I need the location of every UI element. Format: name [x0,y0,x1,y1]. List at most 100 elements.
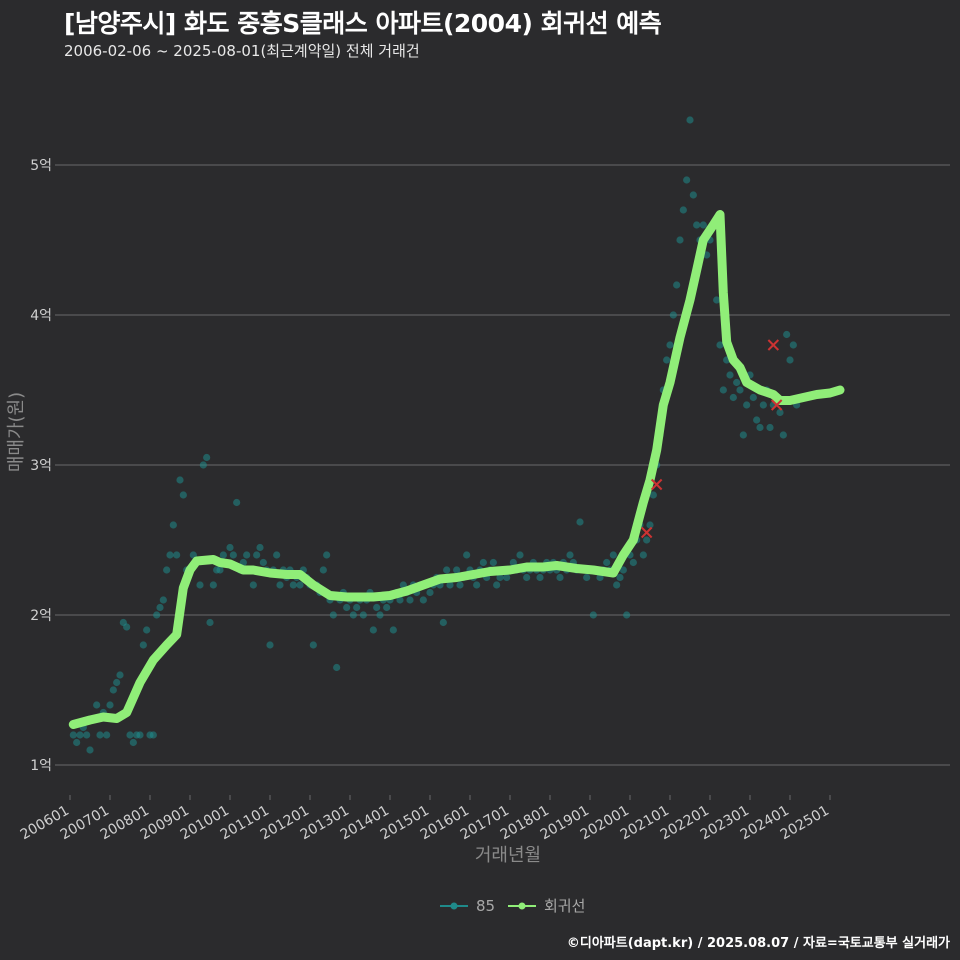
y-tick-label: 2억 [30,608,52,624]
scatter-point [673,281,681,289]
scatter-point [139,641,147,649]
scatter-point [426,588,434,597]
scatter-point [683,176,691,184]
scatter-point [296,581,304,589]
scatter-point [489,558,497,567]
scatter-point [226,543,234,552]
scatter-point [106,701,114,709]
y-tick-label: 1억 [30,758,52,774]
scatter-point [123,623,131,631]
x-tick-labels: 2006012007012008012009012010012011012012… [18,795,832,843]
scatter-point [713,296,721,304]
scatter-point [309,641,317,649]
scatter-point [536,573,544,582]
scatter-point [679,206,687,214]
scatter-point [203,453,211,462]
scatter-point [319,566,327,574]
scatter-point [783,330,791,339]
scatter-point [179,491,187,499]
scatter-point [639,551,647,559]
scatter-point [206,618,214,627]
scatter-point [136,731,144,739]
scatter-point [463,551,471,559]
scatter-point [719,386,727,394]
scatter-point [779,431,787,439]
scatter-point [343,603,351,612]
scatter-point [556,573,564,582]
scatter-point [113,678,121,687]
scatter-point [406,596,414,604]
y-tick-label: 3억 [30,458,52,474]
scatter-point [739,431,747,439]
regression-line-group [68,210,845,729]
scatter-point [726,371,734,379]
scatter-point [766,423,774,432]
scatter-point [169,521,177,529]
scatter-point [666,341,674,349]
scatter-point [176,476,184,484]
scatter-point [576,518,584,526]
scatter-point [789,341,797,349]
scatter-point [196,581,204,589]
legend-swatch-regression-dot [518,902,526,910]
scatter-point [369,626,377,634]
scatter-point [583,573,591,582]
scatter-point [219,551,227,559]
scatter-point [253,551,261,559]
scatter-point [439,618,447,627]
scatter-point [733,378,741,387]
scatter-point [153,611,161,619]
scatter-point [349,611,357,619]
source-caption: ©디아파트(dapt.kr) / 2025.08.07 / 자료=국토교통부 실… [566,936,950,951]
scatter-point [389,626,397,634]
scatter-point [493,581,501,589]
x-axis-title: 거래년월 [475,845,541,866]
scatter-point [446,581,454,589]
scatter-point [289,581,297,589]
scatter-point [256,543,264,552]
scatter-point [69,731,77,739]
scatter-point [323,551,331,559]
scatter-point [643,536,651,544]
scatter-point [93,701,101,709]
scatter-point [383,603,391,612]
scatter-point [729,393,737,402]
scatter-point [669,311,677,319]
scatter-point [786,356,794,364]
scatter-point [143,626,151,634]
scatter-point [646,521,654,529]
legend-label-85: 85 [476,897,495,915]
cancelled-marker [650,478,663,491]
scatter-point [376,611,384,619]
scatter-point [743,401,751,409]
scatter-point [233,498,241,507]
legend: 85 회귀선 [440,897,585,915]
cancelled-marker [770,399,783,411]
regression-line [68,210,845,729]
scatter-point [329,611,337,619]
scatter-point [523,573,531,582]
scatter-point [516,551,524,559]
scatter-point [373,603,381,612]
scatter-point [509,558,517,567]
scatter-point [166,551,174,559]
scatter-point [229,551,237,559]
scatter-point [623,611,631,619]
scatter-point [76,731,84,739]
scatter-point [689,191,697,199]
legend-swatch-85-dot [450,902,458,910]
scatter-point [753,416,761,424]
scatter-point [749,393,757,402]
scatter-point [419,596,427,604]
grid-lines [55,164,950,766]
scatter-point [83,731,91,739]
scatter-point [716,341,724,349]
cancelled-stroke [650,478,663,491]
y-tick-labels: 1억 2억 3억 4억 5억 [30,158,52,774]
scatter-point [159,596,167,604]
scatter-point [209,581,217,589]
scatter-point [566,551,574,559]
scatter-point [259,558,267,567]
scatter-point [736,386,744,394]
scatter-point [276,581,284,589]
